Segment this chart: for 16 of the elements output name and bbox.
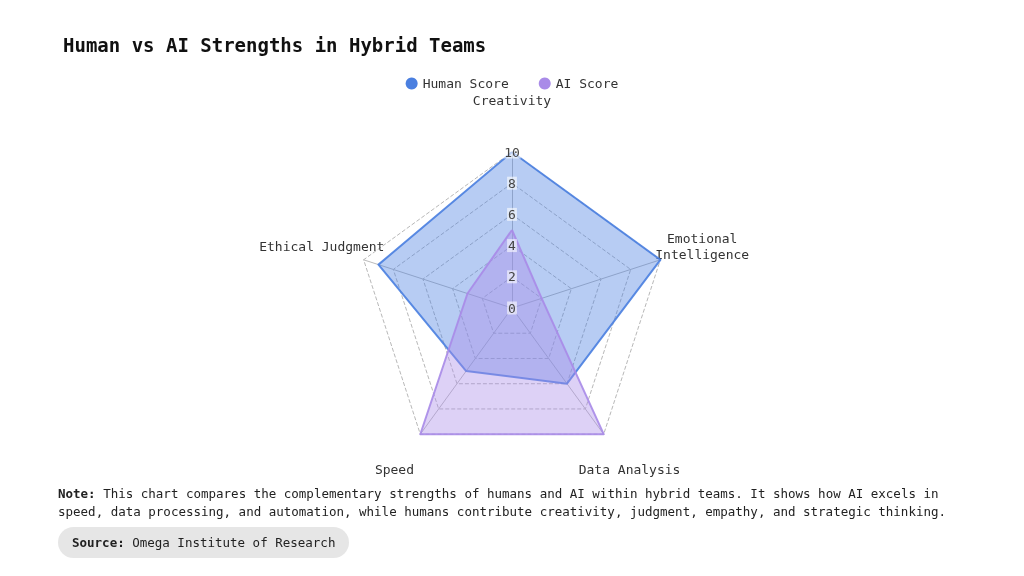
y-tick-label: 2 [508,269,516,285]
spoke-label: Emotional Intelligence [655,230,750,262]
spoke-label: Data Analysis [578,462,681,478]
legend-label: AI Score [555,76,619,91]
y-tick-label: 0 [508,300,516,316]
y-tick-label: 4 [508,238,517,254]
chart-title: Human vs AI Strengths in Hybrid Teams [63,33,487,56]
text: Note: This chart compares the complementary strengths of humans and AI within hybrid teams. It shows how AI excels in speed, data processing, and automation, while humans contribute creativity, judgment, empathy, and strategic thinking. [58,486,947,519]
spoke-label: Ethical Judgment [259,238,385,254]
spoke-label: Speed [374,462,415,478]
y-tick-label: 8 [508,175,516,191]
y-tick-label: 6 [508,206,516,222]
y-tick-label: 10 [504,144,520,160]
source-note: Source: Omega Institute of Research [72,535,336,550]
spoke-label: Creativity [472,92,552,108]
legend-label: Human Score [422,76,509,91]
